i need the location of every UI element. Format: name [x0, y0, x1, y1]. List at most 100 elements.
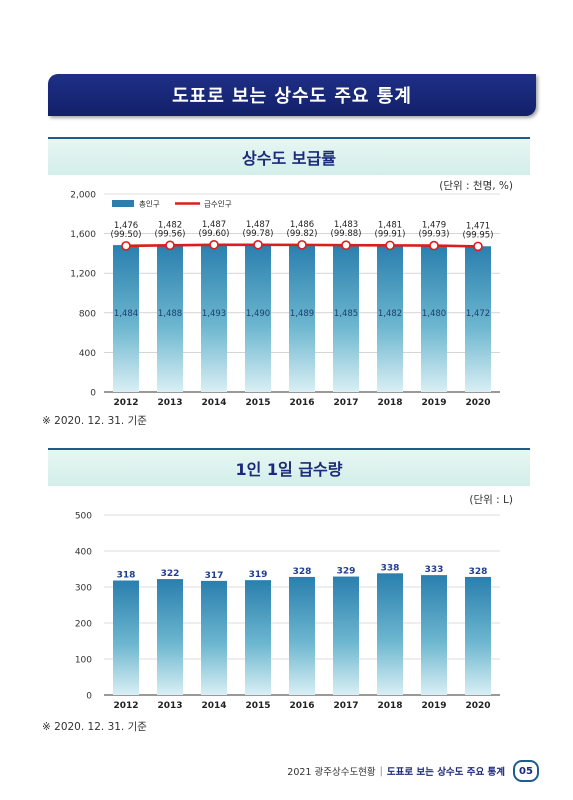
bar-value-label: 1,482: [378, 309, 402, 319]
bar-total-population: [201, 244, 227, 392]
bar-per-capita: [157, 579, 183, 695]
y-tick-label: 300: [75, 584, 92, 594]
x-tick-label: 2019: [421, 701, 446, 711]
section-title-coverage: 상수도 보급률: [48, 137, 530, 175]
line-point: [341, 240, 351, 250]
coverage-chart: 0 400 800 1,200 1,600 2,000 1,484 2012 1,488 2013…: [70, 191, 500, 408]
bar-total-population: [421, 245, 447, 392]
bar-value-label: 1,485: [334, 309, 358, 319]
footer-section-title: 도표로 보는 상수도 주요 통계: [386, 767, 505, 778]
x-tick-label: 2013: [157, 701, 182, 711]
y-tick-label: 800: [79, 309, 96, 319]
unit-label-consumption: (단위 : L): [469, 494, 513, 506]
line-point: [429, 240, 439, 251]
line-value-label: 1,482: [158, 220, 182, 230]
line-value-label: 1,487: [246, 220, 270, 230]
bar-value-label: 322: [161, 569, 180, 579]
section-title-text: 상수도 보급률: [242, 149, 336, 168]
bar-value-label: 338: [381, 563, 400, 573]
bar-value-label: 333: [425, 565, 444, 575]
section-title-consumption: 1인 1일 급수량: [48, 448, 530, 486]
line-point: [297, 240, 307, 250]
bar-value-label: 1,493: [202, 309, 226, 319]
y-tick-label: 500: [75, 512, 92, 522]
line-point: [385, 240, 395, 251]
line-value-label: 1,476: [114, 221, 138, 231]
bar-total-population: [113, 245, 139, 392]
bar-total-population: [157, 244, 183, 392]
footer-doc-title: 2021 광주상수도현황: [287, 767, 376, 778]
x-tick-label: 2018: [377, 398, 402, 408]
y-tick-label: 400: [79, 349, 96, 359]
bar-per-capita: [113, 580, 139, 695]
bar-value-label: 319: [249, 570, 268, 580]
line-value-label: 1,479: [422, 221, 446, 231]
y-tick-label: 200: [75, 620, 92, 630]
section-title-text: 1인 1일 급수량: [235, 460, 343, 479]
bar-total-population: [465, 246, 491, 392]
line-value-label: 1,481: [378, 220, 402, 230]
line-rate-label: (99.82): [287, 229, 318, 239]
bar-per-capita: [465, 576, 491, 695]
y-tick-label: 100: [75, 656, 92, 666]
line-rate-label: (99.78): [243, 229, 274, 239]
x-tick-label: 2019: [421, 398, 446, 408]
line-point: [121, 241, 131, 251]
line-rate-label: (99.91): [375, 229, 406, 239]
page-title: 도표로 보는 상수도 주요 통계: [172, 86, 412, 107]
x-tick-label: 2012: [113, 701, 138, 711]
x-tick-label: 2017: [333, 701, 358, 711]
legend-label-served: 급수인구: [204, 199, 232, 209]
bar-per-capita: [201, 580, 227, 695]
bar-per-capita: [245, 580, 271, 695]
footnote-coverage: ※ 2020. 12. 31. 기준: [42, 415, 147, 427]
x-tick-label: 2014: [201, 701, 226, 711]
x-tick-label: 2016: [289, 701, 314, 711]
unit-label-coverage: (단위 : 천명, %): [439, 180, 513, 192]
y-tick-label: 0: [90, 389, 96, 399]
y-tick-label: 1,200: [70, 270, 96, 280]
footnote-consumption: ※ 2020. 12. 31. 기준: [42, 721, 147, 733]
line-point: [209, 239, 219, 250]
line-value-label: 1,486: [290, 220, 314, 230]
bar-per-capita: [289, 576, 315, 695]
line-rate-label: (99.88): [331, 229, 362, 239]
bar-value-label: 328: [469, 567, 488, 577]
y-tick-label: 2,000: [70, 191, 96, 201]
consumption-chart: 0 100 200 300 400 500 318 2012 322 2013 317 2014 319…: [75, 512, 500, 711]
x-tick-label: 2020: [465, 701, 490, 711]
x-tick-label: 2014: [201, 398, 226, 408]
bar-per-capita: [333, 576, 359, 695]
x-tick-label: 2015: [245, 398, 270, 408]
line-value-label: 1,487: [202, 220, 226, 230]
line-rate-label: (99.93): [419, 230, 450, 240]
bar-value-label: 328: [293, 567, 312, 577]
line-rate-label: (99.50): [111, 230, 142, 240]
line-point: [165, 240, 175, 251]
page-title-banner: 도표로 보는 상수도 주요 통계: [48, 74, 536, 116]
line-rate-label: (99.56): [155, 229, 186, 239]
bar-total-population: [289, 244, 315, 392]
bar-value-label: 1,484: [114, 309, 138, 319]
bar-total-population: [377, 245, 403, 392]
footer-separator: |: [379, 765, 383, 777]
bar-value-label: 1,490: [246, 309, 270, 319]
line-rate-label: (99.95): [463, 230, 494, 240]
bar-value-label: 329: [337, 567, 356, 577]
x-tick-label: 2017: [333, 398, 358, 408]
x-tick-label: 2016: [289, 398, 314, 408]
bar-value-label: 318: [117, 571, 136, 581]
page-footer: 2021 광주상수도현황 | 도표로 보는 상수도 주요 통계 05: [287, 760, 539, 782]
y-tick-label: 0: [86, 692, 92, 702]
legend-swatch-total: [112, 200, 134, 207]
y-tick-label: 400: [75, 548, 92, 558]
bar-value-label: 1,489: [290, 309, 314, 319]
bar-per-capita: [421, 575, 447, 695]
bar-value-label: 1,488: [158, 309, 182, 319]
legend-label-total: 총인구: [139, 199, 160, 209]
bar-value-label: 1,472: [466, 309, 490, 319]
x-tick-label: 2018: [377, 701, 402, 711]
x-tick-label: 2012: [113, 398, 138, 408]
bar-value-label: 1,480: [422, 309, 446, 319]
bar-value-label: 317: [205, 571, 224, 581]
